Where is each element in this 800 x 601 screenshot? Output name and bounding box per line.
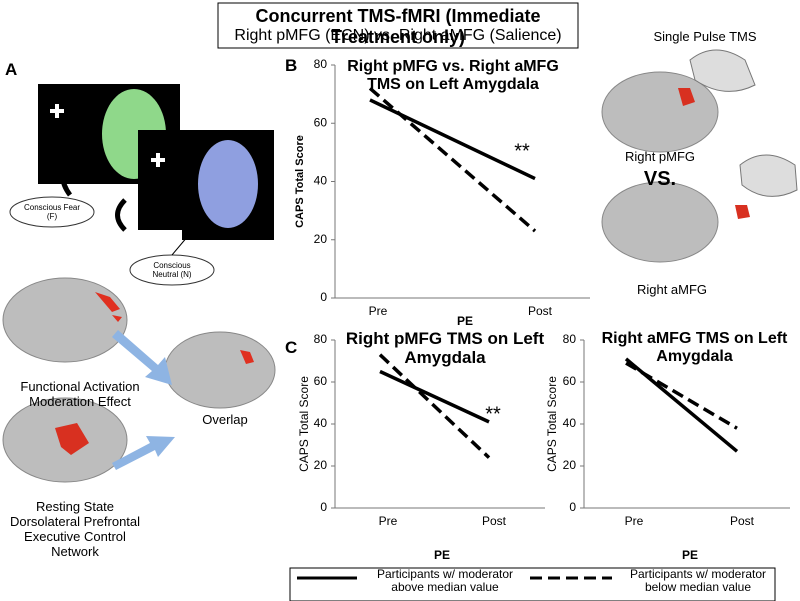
arrow	[60, 158, 74, 197]
x-axis-label: PE	[434, 548, 450, 562]
series-line	[378, 353, 491, 459]
tms-coil	[739, 154, 798, 197]
brain	[164, 331, 276, 409]
panel-label: B	[285, 56, 298, 75]
face-neutral	[198, 140, 258, 228]
vs-label: VS.	[643, 168, 677, 190]
annotation: **	[514, 140, 530, 162]
panel-label: A	[5, 60, 18, 79]
amfg-label: Right aMFG	[636, 282, 708, 297]
pointer	[171, 235, 189, 256]
header-title: Concurrent TMS-fMRI (Immediate Treatment…	[255, 6, 541, 47]
y-tick-label: 0	[320, 500, 327, 514]
y-tick-label: 20	[314, 232, 328, 246]
y-tick-label: 40	[314, 174, 328, 188]
x-tick-label: Post	[528, 304, 553, 318]
y-axis-label: CAPS Total Score	[294, 135, 306, 228]
activation	[95, 292, 122, 322]
panel-label: C	[285, 338, 298, 357]
y-axis-label: CAPS Total Score	[297, 376, 311, 472]
y-tick-label: 20	[314, 458, 328, 472]
x-tick-label: Pre	[379, 514, 398, 528]
y-tick-label: 80	[314, 332, 328, 346]
y-tick-label: 0	[569, 500, 576, 514]
y-tick-label: 20	[563, 458, 577, 472]
fear-label: Conscious Fear (F)	[23, 203, 81, 222]
y-tick-label: 80	[314, 57, 328, 71]
y-tick-label: 0	[320, 290, 327, 304]
resting-label: Resting State Dorsolateral Prefrontal Ex…	[9, 499, 141, 559]
series-line	[368, 86, 537, 233]
x-axis-label: PE	[457, 314, 473, 328]
series-line	[379, 369, 490, 424]
y-tick-label: 60	[314, 374, 328, 388]
tms-coil	[689, 49, 756, 92]
activation	[735, 205, 750, 219]
y-axis-label: CAPS Total Score	[545, 376, 559, 472]
chart-title: Right pMFG vs. Right aMFG TMS on Left Am…	[347, 58, 559, 93]
header-subtitle: Right pMFG (ECN) vs. Right aMFG (Salienc…	[234, 27, 562, 44]
pmfg-label: Right pMFG	[624, 149, 696, 164]
arrow	[115, 198, 127, 232]
series-line	[369, 98, 536, 181]
blue-arrow	[112, 436, 175, 470]
fixation	[156, 153, 160, 167]
y-tick-label: 60	[314, 115, 328, 129]
header-box	[217, 2, 579, 49]
x-axis-label: PE	[682, 548, 698, 562]
fixation	[55, 104, 59, 118]
activation	[678, 88, 695, 106]
brain	[601, 181, 719, 263]
tms-title: Single Pulse TMS	[653, 29, 757, 44]
x-tick-label: Post	[482, 514, 507, 528]
activation-label: Functional Activation Moderation Effect	[20, 379, 140, 409]
chart-title: Right aMFG TMS on Left Amygdala	[601, 330, 788, 365]
y-tick-label: 40	[314, 416, 328, 430]
x-tick-label: Pre	[625, 514, 644, 528]
blue-arrow	[112, 330, 172, 385]
chart-title: Right pMFG TMS on Left Amygdala	[345, 329, 545, 367]
activation	[240, 350, 254, 364]
overlap-label: Overlap	[202, 412, 248, 427]
neutral-label: Conscious Neutral (N)	[152, 261, 192, 280]
y-tick-label: 40	[563, 416, 577, 430]
y-tick-label: 80	[563, 332, 577, 346]
series-line	[625, 361, 738, 430]
x-tick-label: Post	[730, 514, 755, 528]
y-tick-label: 60	[563, 374, 577, 388]
legend-label: Participants w/ moderator below median v…	[629, 567, 767, 595]
brain	[2, 277, 128, 363]
legend-box	[289, 567, 776, 601]
annotation: **	[485, 403, 501, 425]
label-bubble	[9, 196, 95, 228]
legend-label: Participants w/ moderator above median v…	[376, 567, 514, 595]
x-tick-label: Pre	[369, 304, 388, 318]
activation	[55, 423, 89, 455]
